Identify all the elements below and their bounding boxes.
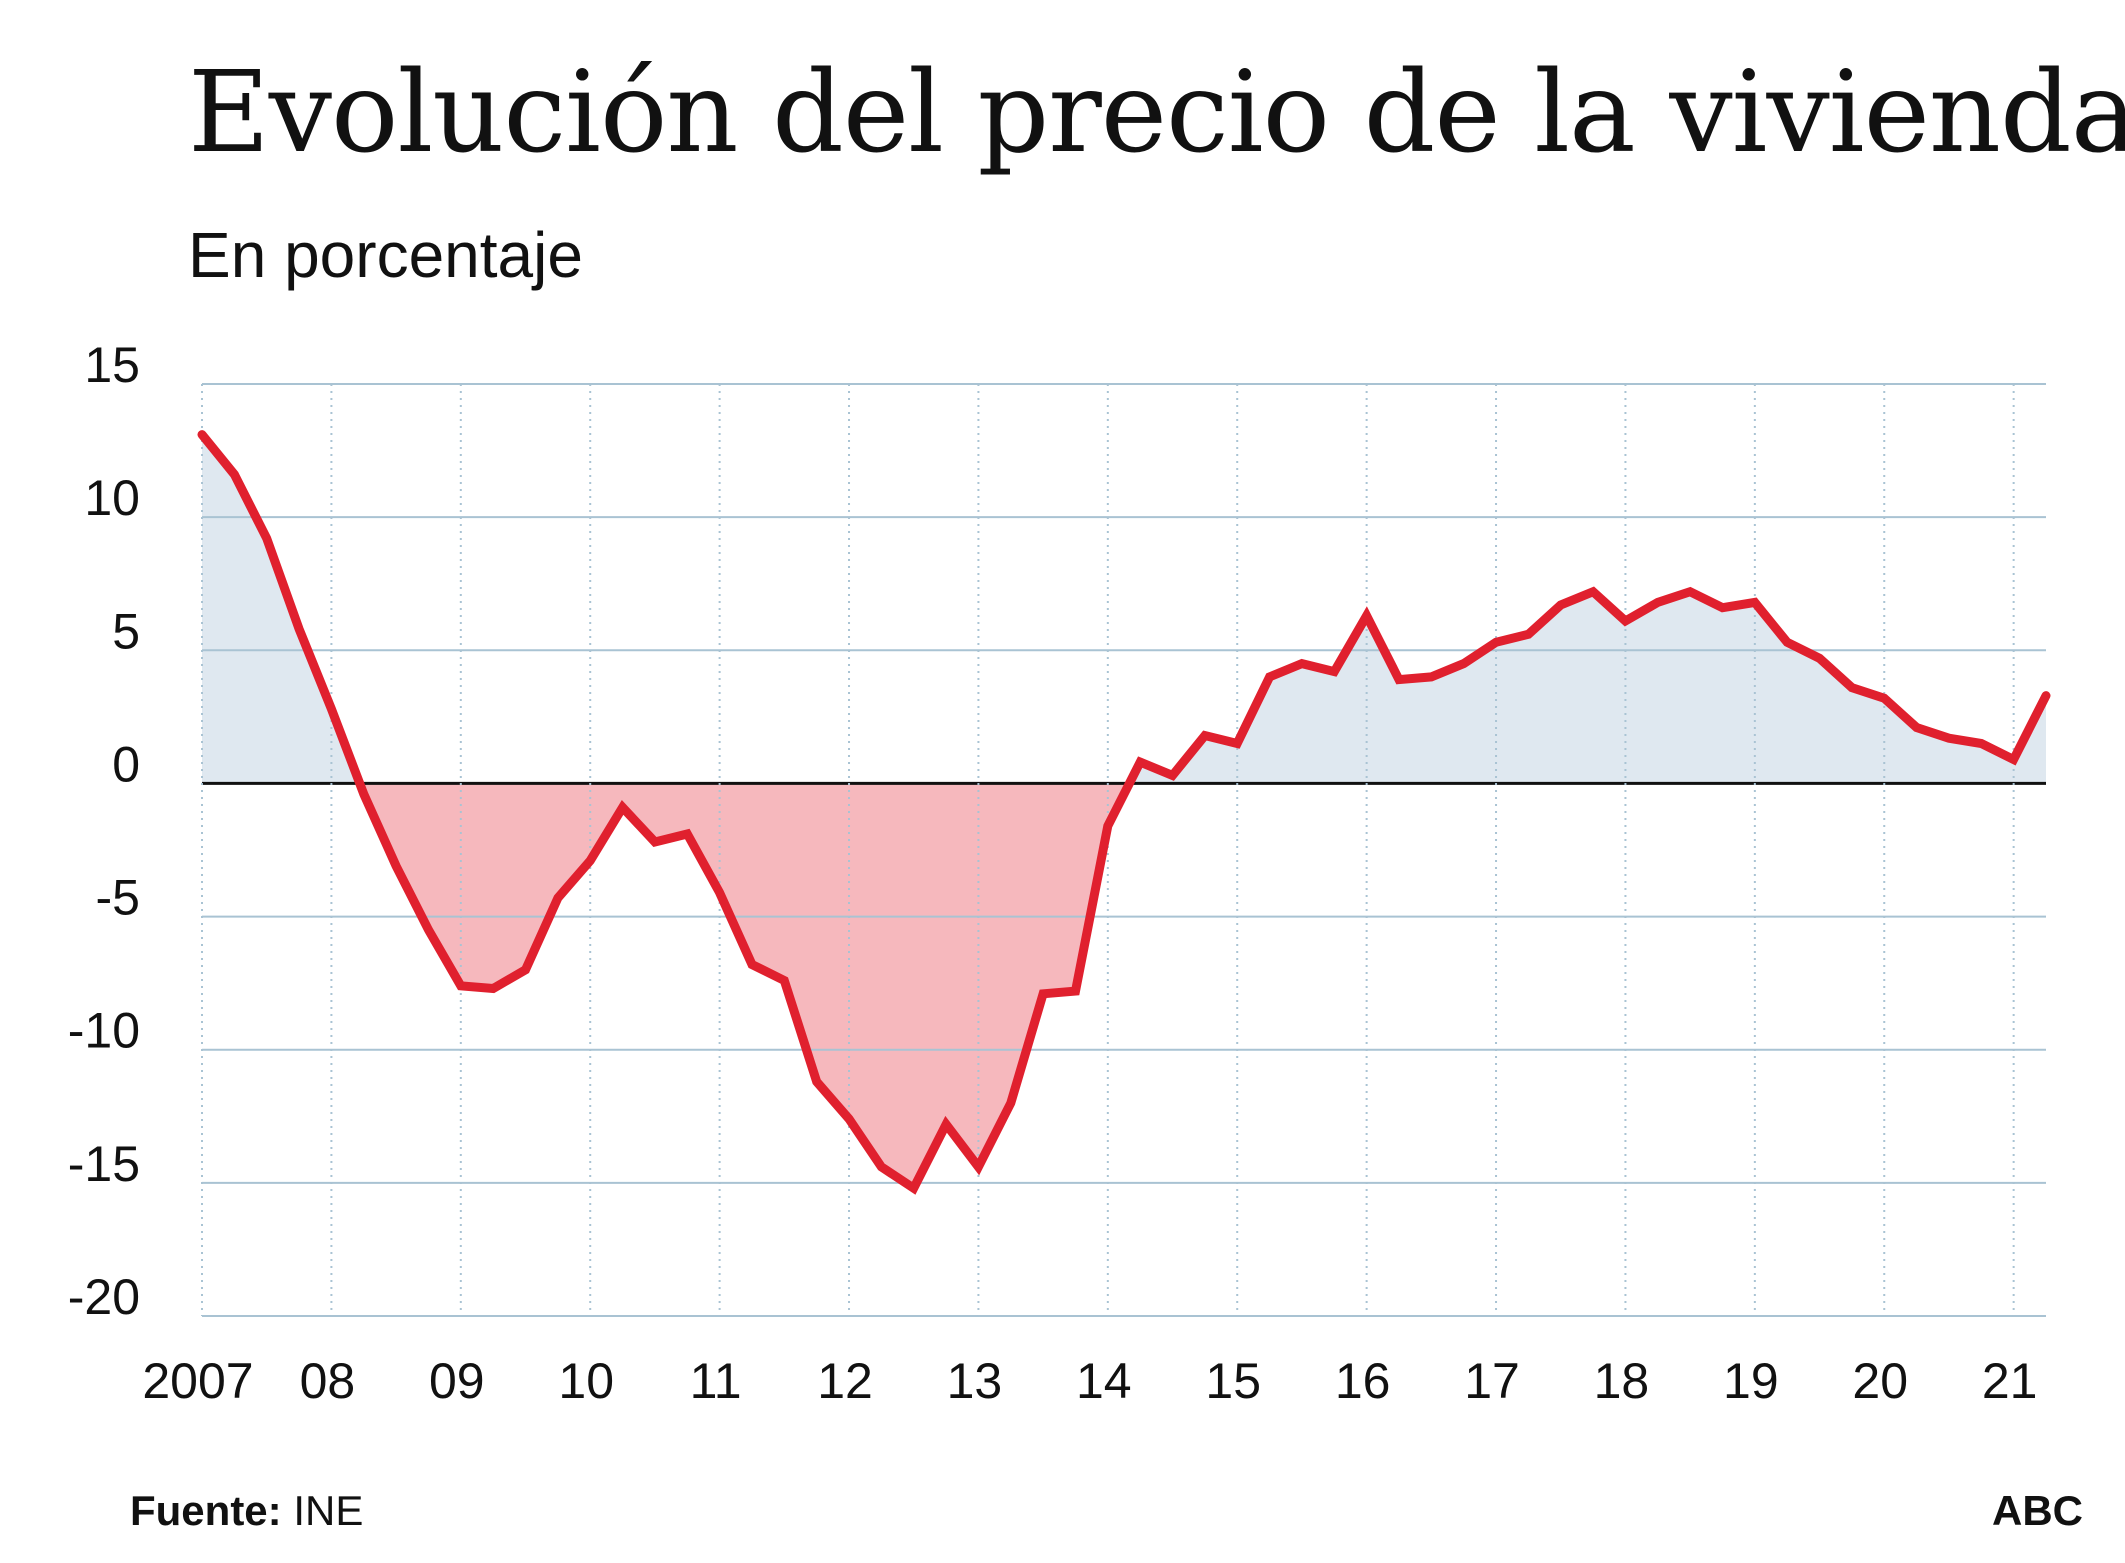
y-tick-label-0: 0: [112, 736, 140, 792]
x-tick-label-12: 12: [817, 1353, 873, 1409]
x-tick-label-15: 15: [1205, 1353, 1261, 1409]
y-axis-labels: 15 10 5 0 -5 -10 -15 -20: [68, 337, 140, 1325]
y-tick-label-10: 10: [84, 470, 140, 526]
y-tick-label-5: 5: [112, 603, 140, 659]
source-value: INE: [293, 1487, 364, 1534]
x-tick-label-11: 11: [690, 1353, 742, 1409]
x-tick-label-09: 09: [429, 1353, 485, 1409]
negative-area-1: [359, 783, 1130, 1189]
x-tick-label-08: 08: [300, 1353, 356, 1409]
positive-area-0: [202, 434, 360, 784]
y-tick-label--20: -20: [68, 1269, 140, 1325]
x-tick-label-20: 20: [1852, 1353, 1908, 1409]
x-tick-label-10: 10: [558, 1353, 614, 1409]
y-tick-label--10: -10: [68, 1003, 140, 1059]
y-tick-label--5: -5: [96, 870, 140, 926]
positive-area-2: [1129, 591, 2046, 784]
series-line: [197, 430, 2051, 1195]
gridlines: [201, 383, 2046, 1317]
x-axis-labels: 2007 08 09 10 11 12 13 14 15 16 17 18 19 20 21: [142, 1353, 2037, 1409]
x-tick-label-21: 21: [1982, 1353, 2038, 1409]
x-tick-label-16: 16: [1335, 1353, 1391, 1409]
x-tick-label-18: 18: [1594, 1353, 1650, 1409]
x-tick-label-13: 13: [947, 1353, 1003, 1409]
x-tick-label-14: 14: [1076, 1353, 1132, 1409]
y-tick-label--15: -15: [68, 1136, 140, 1192]
series-line-layer: [197, 430, 2051, 1195]
source-label: Fuente:: [130, 1487, 282, 1534]
area-fills: [202, 434, 2046, 1189]
chart-subtitle: En porcentaje: [188, 219, 583, 291]
y-tick-label-15: 15: [84, 337, 140, 393]
brand-logo: ABC: [1992, 1487, 2083, 1534]
x-tick-label-19: 19: [1723, 1353, 1779, 1409]
x-tick-label-17: 17: [1464, 1353, 1520, 1409]
source-note: Fuente: INE: [130, 1487, 363, 1535]
chart-title: Evolución del precio de la vivienda: [188, 48, 2125, 178]
x-tick-label-2007: 2007: [142, 1353, 253, 1409]
